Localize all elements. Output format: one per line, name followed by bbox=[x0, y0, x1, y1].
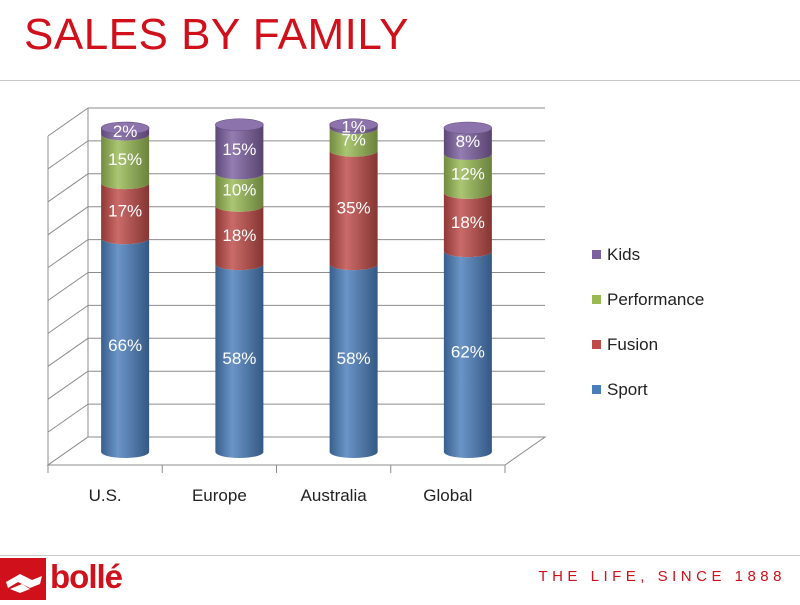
data-label: 18% bbox=[451, 213, 485, 232]
side-gridline bbox=[47, 370, 89, 400]
data-label: 7% bbox=[341, 130, 366, 149]
data-label: 15% bbox=[222, 140, 256, 159]
data-label: 18% bbox=[222, 226, 256, 245]
bar-segment-sport bbox=[215, 264, 264, 458]
data-label: 1% bbox=[341, 117, 366, 136]
chart-floor bbox=[46, 436, 547, 466]
category-label: U.S. bbox=[89, 486, 122, 505]
bar-segment-kids bbox=[215, 124, 264, 180]
legend-swatch bbox=[592, 385, 601, 394]
data-label: 15% bbox=[108, 150, 142, 169]
bar-segment-fusion bbox=[443, 192, 492, 258]
bar-segment-sport bbox=[443, 251, 492, 458]
data-label: 12% bbox=[451, 164, 485, 183]
footer-divider bbox=[0, 555, 800, 556]
bar-segment-kids bbox=[443, 128, 492, 160]
legend-item-fusion: Fusion bbox=[592, 322, 704, 367]
bar-segment-sport bbox=[329, 264, 378, 458]
bar-segment-performance bbox=[101, 134, 150, 190]
legend-swatch bbox=[592, 340, 601, 349]
title-divider bbox=[0, 80, 800, 81]
data-label: 58% bbox=[222, 349, 256, 368]
bar-global: 62% 18% 12% 8% bbox=[443, 121, 493, 458]
brand-logo-text: bollé bbox=[50, 558, 123, 595]
legend-swatch bbox=[592, 250, 601, 259]
legend-item-kids: Kids bbox=[592, 232, 704, 277]
bar-segment-fusion bbox=[215, 205, 264, 271]
data-label: 66% bbox=[108, 336, 142, 355]
legend-swatch bbox=[592, 295, 601, 304]
side-gridline bbox=[47, 337, 89, 367]
bar-segment-performance bbox=[215, 173, 264, 212]
bolle-logo-icon bbox=[0, 558, 46, 600]
bar-segment-kids bbox=[329, 124, 378, 134]
side-gridline bbox=[47, 206, 89, 236]
bar-segment-performance bbox=[329, 128, 378, 157]
legend-label: Performance bbox=[607, 289, 705, 309]
legend-label: Kids bbox=[607, 244, 641, 264]
side-gridline bbox=[47, 272, 89, 301]
data-label: 2% bbox=[113, 122, 138, 141]
legend-label: Fusion bbox=[607, 334, 659, 354]
side-gridline bbox=[47, 140, 89, 170]
bar-europe: 58% 18% 10% 15% bbox=[215, 118, 264, 458]
legend-item-sport: Sport bbox=[592, 367, 704, 412]
bar-u-s-: 66% 17% 15% 2% bbox=[100, 121, 150, 458]
data-label: 58% bbox=[337, 349, 371, 368]
data-label: 10% bbox=[222, 181, 256, 200]
side-gridline bbox=[47, 107, 89, 137]
legend-label: Sport bbox=[607, 379, 648, 399]
data-label: 35% bbox=[337, 198, 371, 217]
bar-segment-sport bbox=[101, 238, 150, 458]
bar-top-cap bbox=[215, 118, 264, 132]
category-label: Global bbox=[423, 486, 472, 505]
side-gridline bbox=[47, 239, 89, 269]
brand-tagline: THE LIFE, SINCE 1888 bbox=[538, 568, 786, 585]
bar-top-cap bbox=[329, 118, 378, 132]
chart-legend: Kids Performance Fusion Sport bbox=[592, 232, 704, 412]
category-label: Australia bbox=[301, 486, 368, 505]
slide-title: SALES BY FAMILY bbox=[24, 10, 409, 59]
bar-segment-fusion bbox=[101, 183, 150, 245]
side-gridline bbox=[47, 304, 89, 334]
category-label: Europe bbox=[192, 486, 247, 505]
data-label: 62% bbox=[451, 343, 485, 362]
side-gridline bbox=[47, 173, 89, 203]
bar-australia: 58% 35% 7%1% bbox=[329, 117, 378, 458]
data-label: 17% bbox=[108, 202, 142, 221]
bar-top-cap bbox=[443, 121, 493, 135]
bar-segment-fusion bbox=[329, 150, 378, 271]
bar-top-cap bbox=[100, 121, 150, 135]
side-gridline bbox=[47, 403, 89, 433]
bar-segment-performance bbox=[443, 153, 492, 199]
data-label: 8% bbox=[456, 132, 481, 151]
legend-item-performance: Performance bbox=[592, 277, 704, 322]
